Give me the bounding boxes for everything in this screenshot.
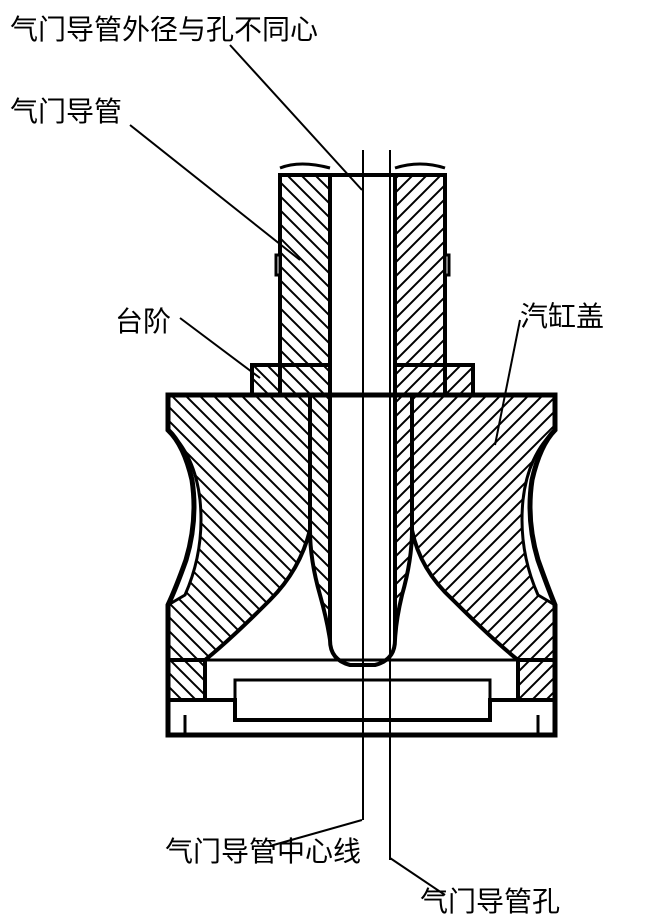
guide-wall-left: [280, 175, 330, 365]
label-bottom-right: 气门导管孔: [420, 880, 560, 920]
label-bottom-center: 气门导管中心线: [165, 830, 361, 870]
label-top-left: 气门导管: [10, 90, 122, 130]
label-mid-left: 台阶: [115, 300, 171, 340]
leader-top-center: [230, 45, 362, 190]
body-hatch-left: [168, 365, 310, 660]
label-mid-right: 汽缸盖: [520, 295, 604, 335]
label-top-center: 气门导管外径与孔不同心: [10, 8, 318, 48]
leader-step: [180, 318, 260, 378]
leader-top-left: [130, 125, 300, 260]
body-hatch-right: [412, 365, 555, 660]
guide-wall-right: [395, 175, 445, 365]
